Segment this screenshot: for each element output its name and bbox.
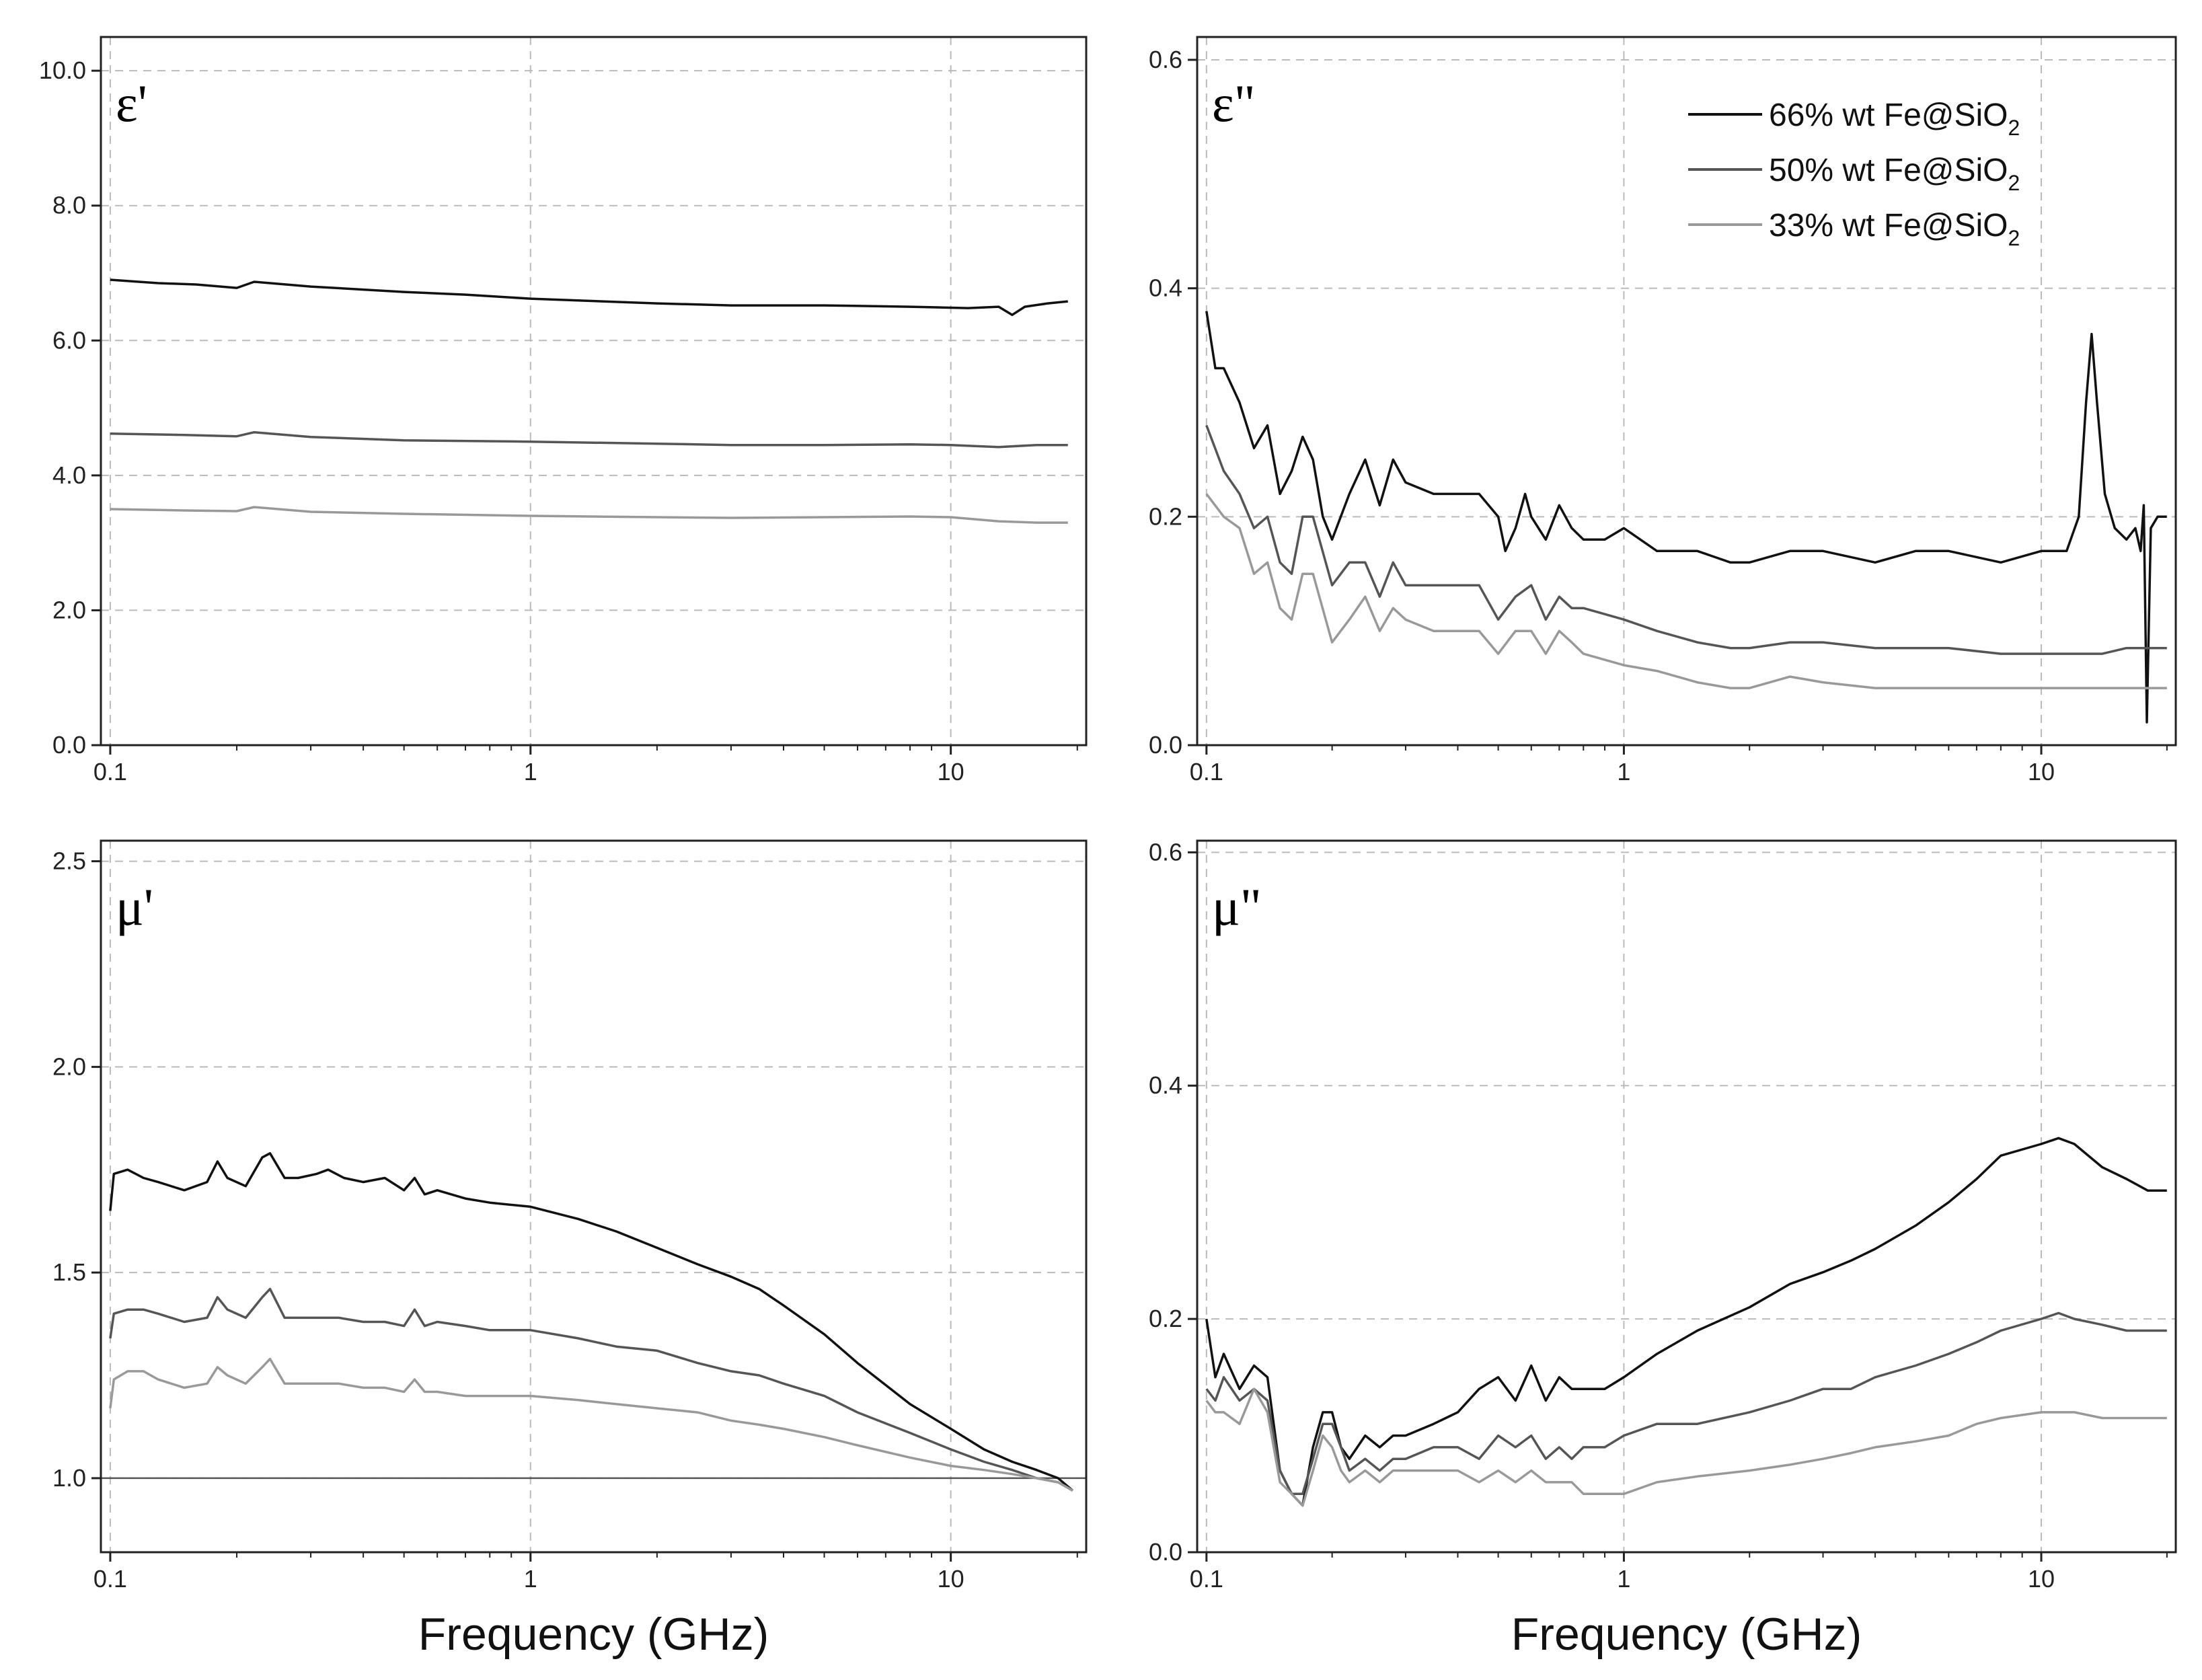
y-tick-label: 0.2 — [1149, 1305, 1182, 1332]
plot-frame — [1196, 36, 2177, 747]
x-tick-label: 1 — [1617, 1565, 1630, 1593]
y-tick-label: 10.0 — [39, 56, 86, 84]
series-line-s33 — [110, 506, 1068, 524]
x-tick-label: 10 — [2028, 758, 2055, 786]
series-line-s50 — [1205, 424, 2167, 655]
x-tick-label: 10 — [938, 1565, 964, 1593]
y-tick-label: 0.2 — [1149, 502, 1182, 530]
y-tick-label: 1.5 — [52, 1258, 86, 1286]
series-line-s33 — [109, 1357, 1073, 1492]
legend-subscript: 2 — [2008, 171, 2020, 195]
x-tick-label: 0.1 — [1190, 758, 1223, 786]
x-axis-title: Frequency (GHz) — [1511, 1609, 1862, 1660]
y-tick-label: 8.0 — [52, 192, 86, 219]
y-tick-label: 6.0 — [52, 326, 86, 354]
series-line-s50 — [1205, 1311, 2167, 1496]
x-tick-label: 0.1 — [1190, 1565, 1223, 1593]
plot-frame — [100, 36, 1088, 747]
series-line-s66 — [1205, 311, 2167, 724]
series-line-s33 — [1205, 1387, 2167, 1507]
legend-subscript: 2 — [2008, 116, 2020, 140]
x-tick-label: 0.1 — [93, 758, 127, 786]
panel-mu_imag: 0.1 1 10 0.0 0.2 0.4 0.6 μ" Frequency (GHz) — [1149, 838, 2177, 1660]
y-tick-label: 0.0 — [52, 731, 86, 759]
panel-mu_real: 0.1 1 10 1.0 1.5 2.0 2.5 μ' Frequency (GHz) — [52, 839, 1088, 1660]
y-tick-label: 2.0 — [52, 1053, 86, 1080]
x-tick-label: 10 — [2028, 1565, 2055, 1593]
x-tick-label: 10 — [938, 758, 964, 786]
legend-text: 50% wt Fe@SiO — [1769, 153, 2008, 188]
y-tick-label: 2.5 — [52, 847, 86, 875]
y-tick-label: 0.0 — [1149, 731, 1182, 759]
y-tick-label: 4.0 — [52, 461, 86, 489]
series-line-s66 — [110, 278, 1068, 316]
series-line-s50 — [110, 430, 1068, 449]
panel-label: ε' — [116, 74, 147, 132]
y-tick-label: 0.4 — [1149, 274, 1182, 302]
series-line-s33 — [1205, 493, 2167, 689]
series-line-s66 — [109, 1152, 1074, 1492]
legend-entry-s66: 66% wt Fe@SiO2 — [1769, 98, 2020, 140]
legend-entry-s33: 33% wt Fe@SiO2 — [1769, 208, 2020, 250]
x-tick-label: 1 — [1617, 758, 1630, 786]
x-axis-title: Frequency (GHz) — [418, 1609, 769, 1660]
series-line-s50 — [109, 1287, 1073, 1492]
y-tick-label: 2.0 — [52, 596, 86, 623]
x-tick-label: 1 — [524, 1565, 537, 1593]
y-tick-label: 0.6 — [1149, 46, 1182, 73]
y-tick-label: 0.0 — [1149, 1538, 1182, 1566]
legend-text: 33% wt Fe@SiO — [1769, 208, 2008, 243]
legend-subscript: 2 — [2008, 226, 2020, 250]
x-tick-label: 0.1 — [93, 1565, 127, 1593]
y-tick-label: 0.4 — [1149, 1071, 1182, 1099]
legend-text: 66% wt Fe@SiO — [1769, 98, 2008, 133]
y-tick-label: 1.0 — [52, 1464, 86, 1492]
legend-entry-s50: 50% wt Fe@SiO2 — [1769, 153, 2020, 195]
panel-label: μ' — [116, 878, 153, 936]
panel-label: μ" — [1212, 878, 1262, 936]
panel-eps_real: 0.1 1 10 0.0 2.0 4.0 6.0 8.0 10.0 ε' — [39, 36, 1088, 786]
panel-label: ε" — [1212, 74, 1256, 132]
plot-frame — [100, 839, 1088, 1554]
plot-frame — [1196, 839, 2177, 1554]
y-tick-label: 0.6 — [1149, 838, 1182, 866]
x-tick-label: 1 — [524, 758, 537, 786]
